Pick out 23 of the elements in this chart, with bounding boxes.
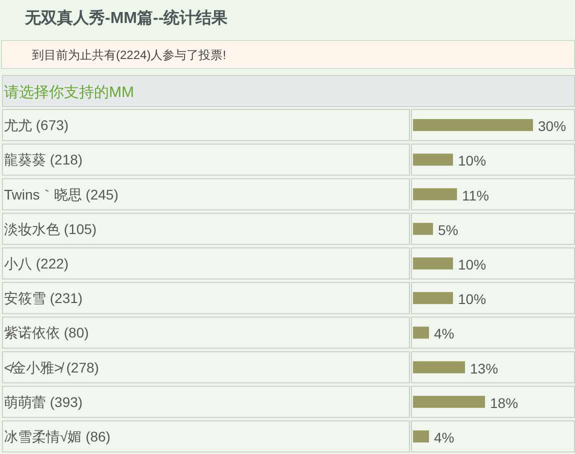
category-label: ≮金小雅≯ (278) bbox=[4, 359, 99, 376]
data-label: 10% bbox=[458, 152, 486, 169]
data-label: 10% bbox=[458, 256, 486, 272]
category-label: 紫诺依依 (80) bbox=[4, 324, 89, 341]
data-label: 10% bbox=[458, 291, 486, 308]
data-label: 18% bbox=[490, 394, 518, 411]
data-label: 4% bbox=[434, 326, 454, 342]
category-label: 龍葵葵 (218) bbox=[4, 152, 83, 168]
subtitle: 到目前为止共有(2224)人参与了投票! bbox=[32, 48, 226, 62]
title: 无双真人秀-MM篇--统计结果 bbox=[25, 10, 228, 27]
annotation: 请选择你支持的MM bbox=[4, 84, 134, 101]
data-label: 13% bbox=[470, 360, 498, 376]
category-label: 小八 (222) bbox=[4, 255, 69, 272]
data-label: 30% bbox=[538, 118, 566, 134]
data-label: 11% bbox=[462, 187, 489, 204]
data-label: 5% bbox=[438, 222, 458, 238]
category-label: 尤尤 (673) bbox=[4, 117, 69, 134]
data-label: 4% bbox=[434, 429, 454, 446]
category-label: 淡妆水色 (105) bbox=[4, 220, 97, 237]
category-label: 安筱雪 (231) bbox=[4, 290, 83, 306]
category-label: 冰雪柔情√媚 (86) bbox=[4, 428, 110, 444]
category-label: 萌萌蕾 (393) bbox=[4, 394, 83, 410]
category-label: Twins｀晓思 (245) bbox=[4, 186, 118, 202]
